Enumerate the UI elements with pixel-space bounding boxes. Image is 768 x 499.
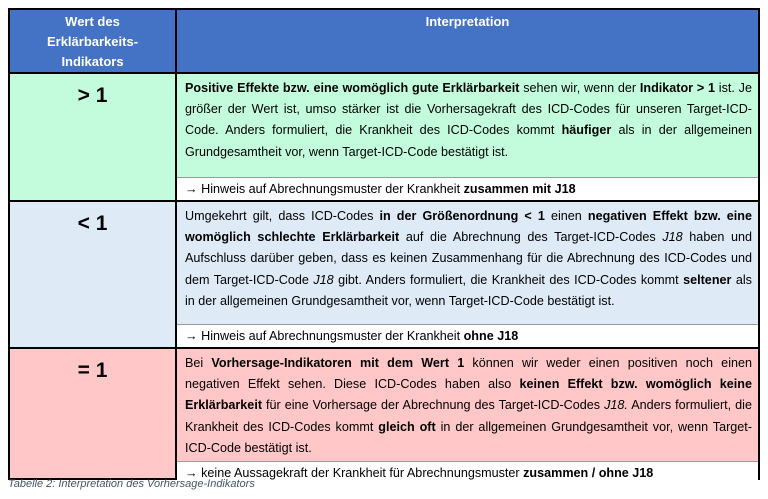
text-segment: keinen Effekt bzw. womöglich keine Erklä… — [185, 377, 753, 413]
text-segment: Indikator > 1 — [639, 81, 715, 95]
indicator-value: = 1 — [8, 347, 177, 480]
table-row: > 1 Positive Effekte bzw. eine womöglich … — [8, 72, 760, 202]
text-segment: J18 — [662, 230, 683, 245]
note-segment: → Hinweis auf Abrechnungsmuster der Kran… — [185, 182, 464, 196]
text-segment: Bei — [185, 356, 212, 370]
table-caption: Tabelle 2: Interpretation des Vorhersage… — [8, 478, 255, 490]
header-value: Wert des Erklärbarkeits-Indikators — [8, 8, 177, 74]
text-segment: J18. — [604, 398, 628, 413]
text-segment: als in der allgemeinen Grundgesamtheit v… — [185, 272, 752, 308]
text-segment: in der Größenordnung < 1 — [379, 209, 545, 223]
text-segment: Anders formuliert, die Krankheit des ICD… — [185, 398, 752, 434]
note-segment: → Hinweis auf Abrechnungsmuster der Kran… — [185, 329, 464, 343]
indicator-value: > 1 — [8, 72, 177, 202]
text-segment: Umgekehrt gilt, dass ICD-Codes — [185, 209, 380, 223]
note-segment: zusammen mit J18 — [463, 182, 576, 196]
text-segment: auf die Abrechnung des Target-ICD-Codes — [399, 230, 663, 245]
interpretation-cell: Bei Vorhersage-Indikatoren mit dem Wert … — [175, 347, 760, 485]
text-segment: haben und Aufschluss darüber geben, dass… — [185, 230, 753, 287]
interpretation-cell: Positive Effekte bzw. eine womöglich gut… — [175, 72, 760, 202]
text-segment: Vorhersage-Indikatoren mit dem Wert 1 — [211, 356, 465, 370]
text-segment: in der allgemeinen Grundgesamtheit vor, … — [185, 419, 753, 455]
interpretation-text: Umgekehrt gilt, dass ICD-Codes in der Gr… — [177, 202, 758, 324]
text-segment: einen — [544, 209, 588, 223]
text-segment: J18 — [313, 272, 334, 287]
interpretation-text: Positive Effekte bzw. eine womöglich gut… — [177, 74, 758, 177]
note-segment: ohne J18 — [463, 329, 519, 343]
text-segment: ist. Je größer der Wert ist, umso stärke… — [185, 81, 752, 138]
text-segment: gleich oft — [378, 419, 436, 434]
interpretation-table: Wert des Erklärbarkeits-Indikators Inter… — [8, 8, 760, 485]
text-segment: sehen wir, wenn der — [519, 81, 640, 95]
text-segment: für eine Vorhersage der Abrechnung des T… — [262, 398, 605, 413]
header-interpretation: Interpretation — [175, 8, 760, 74]
text-segment: seltener — [683, 272, 732, 287]
table-row: < 1 Umgekehrt gilt, dass ICD-Codes in der… — [8, 200, 760, 349]
table-row: = 1 Bei Vorhersage-Indikatoren mit dem We… — [8, 347, 760, 485]
header-row: Wert des Erklärbarkeits-Indikators Inter… — [8, 8, 760, 74]
text-segment: häufiger — [561, 123, 612, 138]
text-segment: negativen Effekt bzw. eine womöglich sch… — [185, 209, 753, 245]
note-segment: zusammen / ohne J18 — [523, 466, 654, 481]
interpretation-note: → Hinweis auf Abrechnungsmuster der Kran… — [177, 324, 758, 347]
interpretation-note: → Hinweis auf Abrechnungsmuster der Kran… — [177, 177, 758, 200]
interpretation-note: → keine Aussagekraft der Krankheit für A… — [177, 461, 758, 485]
text-segment: können wir weder einen positiven noch ei… — [185, 356, 752, 392]
interpretation-text: Bei Vorhersage-Indikatoren mit dem Wert … — [177, 349, 758, 461]
text-segment: gibt. Anders formuliert, die Krankheit d… — [333, 272, 684, 287]
indicator-value: < 1 — [8, 200, 177, 349]
interpretation-cell: Umgekehrt gilt, dass ICD-Codes in der Gr… — [175, 200, 760, 349]
note-segment: → keine Aussagekraft der Krankheit für A… — [185, 466, 524, 481]
text-segment: als in der allgemeinen Grundgesamtheit v… — [185, 123, 753, 159]
text-segment: Positive Effekte bzw. eine womöglich gut… — [185, 81, 520, 95]
